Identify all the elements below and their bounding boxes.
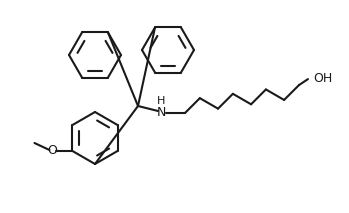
Text: N: N [156, 106, 166, 119]
Text: H: H [157, 96, 165, 106]
Text: O: O [47, 144, 58, 157]
Text: OH: OH [313, 72, 332, 85]
